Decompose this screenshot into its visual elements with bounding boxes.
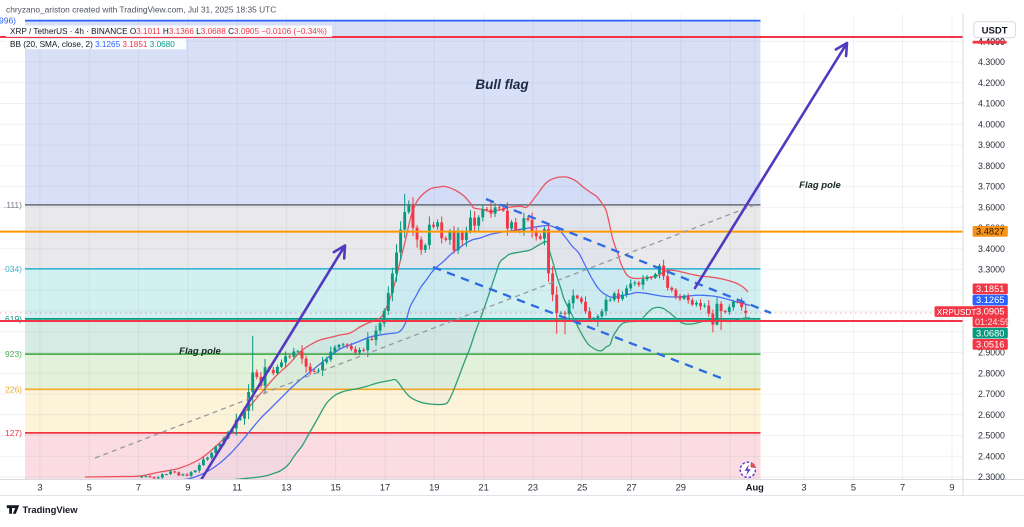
svg-text:2.6000: 2.6000 bbox=[978, 410, 1005, 420]
svg-text:29: 29 bbox=[676, 483, 686, 493]
svg-text:3.4000: 3.4000 bbox=[978, 244, 1005, 254]
svg-text:15: 15 bbox=[331, 483, 341, 493]
svg-text:3.0680: 3.0680 bbox=[976, 328, 1004, 338]
svg-text:3: 3 bbox=[801, 483, 806, 493]
svg-text:9: 9 bbox=[185, 483, 190, 493]
svg-text:2.8000: 2.8000 bbox=[978, 368, 1005, 378]
svg-text:3.1265: 3.1265 bbox=[976, 295, 1004, 305]
svg-text:23: 23 bbox=[528, 483, 538, 493]
svg-text:Flag pole: Flag pole bbox=[799, 180, 841, 191]
svg-text:19: 19 bbox=[429, 483, 439, 493]
svg-text:7: 7 bbox=[900, 483, 905, 493]
svg-text:Flag pole: Flag pole bbox=[179, 346, 221, 357]
svg-text:5: 5 bbox=[851, 483, 856, 493]
svg-text:2.5000: 2.5000 bbox=[978, 431, 1005, 441]
svg-text:2.7000: 2.7000 bbox=[978, 389, 1005, 399]
svg-text:01:24:59: 01:24:59 bbox=[975, 317, 1010, 327]
svg-text:9: 9 bbox=[949, 483, 954, 493]
svg-text:5: 5 bbox=[87, 483, 92, 493]
svg-text:226): 226) bbox=[5, 384, 22, 394]
svg-text:TradingView: TradingView bbox=[23, 504, 79, 515]
svg-text:996): 996) bbox=[0, 16, 16, 26]
svg-text:21: 21 bbox=[478, 483, 488, 493]
svg-text:13: 13 bbox=[281, 483, 291, 493]
svg-text:3.0905: 3.0905 bbox=[976, 307, 1004, 317]
svg-text:619): 619) bbox=[5, 314, 22, 324]
svg-text:4.2000: 4.2000 bbox=[978, 78, 1005, 88]
svg-text:XRPUSDT: XRPUSDT bbox=[937, 307, 977, 317]
svg-text:17: 17 bbox=[380, 483, 390, 493]
svg-text:4.1000: 4.1000 bbox=[978, 99, 1005, 109]
svg-text:4.3000: 4.3000 bbox=[978, 57, 1005, 67]
svg-text:127): 127) bbox=[5, 428, 22, 438]
svg-text:3.8000: 3.8000 bbox=[978, 161, 1005, 171]
svg-text:11: 11 bbox=[232, 483, 242, 493]
svg-text:27: 27 bbox=[626, 483, 636, 493]
svg-text:Aug: Aug bbox=[746, 483, 764, 493]
svg-text:3.7000: 3.7000 bbox=[978, 182, 1005, 192]
svg-text:.111): .111) bbox=[4, 200, 22, 210]
svg-text:2.9000: 2.9000 bbox=[978, 348, 1005, 358]
svg-text:BB (20, SMA, close, 2) 3.1265: BB (20, SMA, close, 2) 3.1265 3.1851 3.0… bbox=[10, 40, 175, 49]
svg-text:3.6000: 3.6000 bbox=[978, 202, 1005, 212]
svg-text:034): 034) bbox=[5, 264, 22, 274]
svg-text:Bull flag: Bull flag bbox=[475, 77, 529, 92]
svg-text:3.0516: 3.0516 bbox=[976, 340, 1004, 350]
svg-text:2.4000: 2.4000 bbox=[978, 451, 1005, 461]
svg-text:2.3000: 2.3000 bbox=[978, 472, 1005, 482]
svg-text:3: 3 bbox=[37, 483, 42, 493]
svg-text:USDT: USDT bbox=[982, 25, 1008, 36]
svg-text:3.3000: 3.3000 bbox=[978, 265, 1005, 275]
svg-text:XRP / TetherUS · 4h · BINANCE: XRP / TetherUS · 4h · BINANCE O3.1011 H3… bbox=[10, 27, 327, 36]
svg-text:3.4827: 3.4827 bbox=[976, 227, 1004, 237]
svg-text:923): 923) bbox=[5, 349, 22, 359]
svg-text:25: 25 bbox=[577, 483, 587, 493]
svg-text:7: 7 bbox=[136, 483, 141, 493]
svg-text:3.9000: 3.9000 bbox=[978, 140, 1005, 150]
svg-text:3.1851: 3.1851 bbox=[976, 284, 1004, 294]
svg-text:chryzano_ariston created with: chryzano_ariston created with TradingVie… bbox=[6, 5, 276, 15]
svg-text:4.0000: 4.0000 bbox=[978, 119, 1005, 129]
